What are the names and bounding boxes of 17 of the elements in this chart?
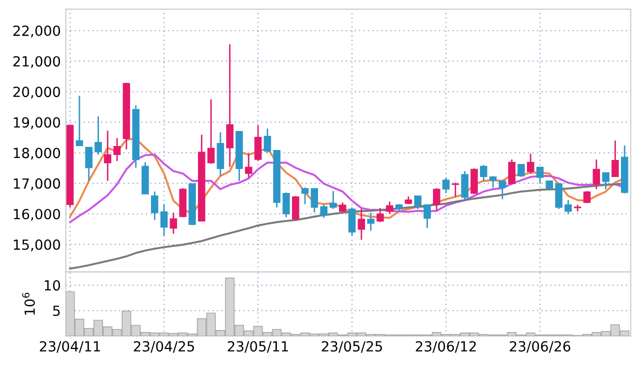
x-tick-label: 23/06/12 [416,341,476,353]
x-tick-label: 23/06/26 [510,341,570,353]
y-tick-label: 19,000 [14,117,60,130]
y-tick-label: 15,000 [14,239,60,252]
y-tick-label: 18,000 [14,148,60,160]
x-tick-label: 23/04/25 [134,341,194,353]
y-tick-label: 5 [53,306,60,316]
x-tick-label: 23/05/11 [228,341,288,353]
x-tick-label: 23/04/11 [40,341,100,353]
y-tick-label: 20,000 [13,86,60,99]
y-tick-label: 21,000 [13,56,60,68]
y-tick-label: 10 [44,280,60,291]
x-tick-label: 23/05/25 [322,341,382,353]
y-tick-label: 17,000 [14,178,60,190]
y-tick-label: 22,000 [13,26,60,38]
y-tick-label: 16,000 [14,208,60,221]
y-axis-title: 10$^{6}$ [22,292,35,315]
